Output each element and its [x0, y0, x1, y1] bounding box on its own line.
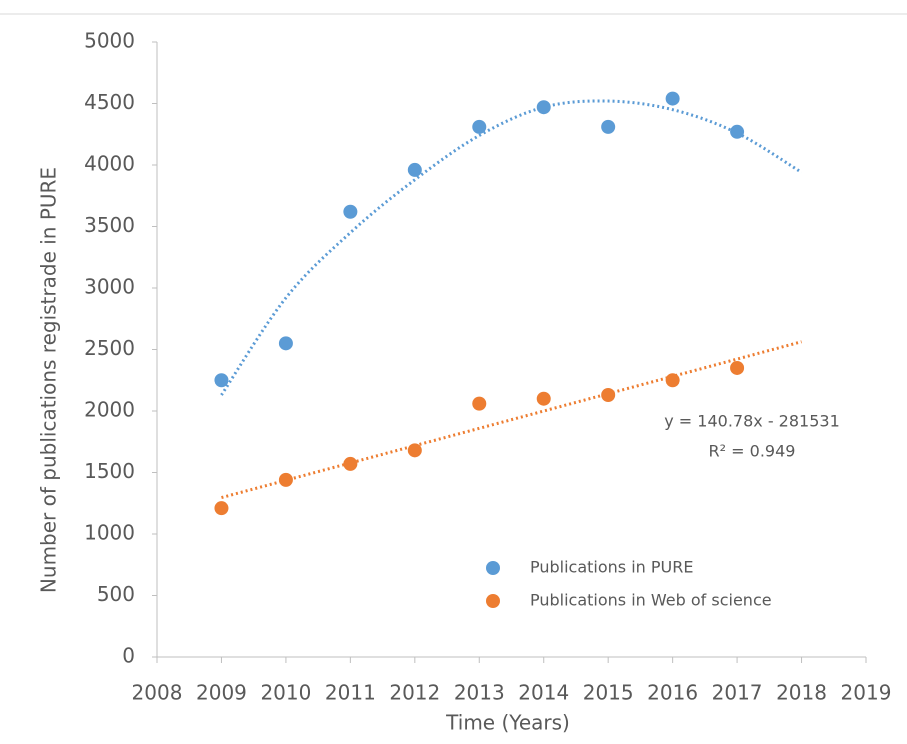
y-tick-label: 4500 — [84, 90, 135, 114]
data-point — [730, 360, 745, 375]
legend-label: Publications in PURE — [530, 558, 693, 577]
data-point — [536, 100, 551, 115]
x-tick-label: 2016 — [647, 681, 698, 705]
data-point — [730, 124, 745, 139]
x-tick-label: 2019 — [841, 681, 892, 705]
x-tick-label: 2015 — [583, 681, 634, 705]
y-tick-label: 1500 — [84, 459, 135, 483]
legend-label: Publications in Web of science — [530, 591, 772, 610]
data-point — [472, 396, 487, 411]
data-point — [601, 119, 616, 134]
x-tick-label: 2017 — [712, 681, 763, 705]
data-point — [601, 388, 616, 403]
data-point — [343, 456, 358, 471]
legend-marker — [486, 594, 500, 608]
legend-marker — [486, 561, 500, 575]
x-tick-label: 2013 — [454, 681, 505, 705]
x-tick-label: 2009 — [196, 681, 247, 705]
y-tick-label: 3500 — [84, 213, 135, 237]
trendline — [221, 340, 802, 500]
data-point — [278, 472, 293, 487]
x-tick-label: 2008 — [132, 681, 183, 705]
data-point — [536, 391, 551, 406]
trendline — [220, 99, 803, 396]
data-point — [214, 373, 229, 388]
y-tick-label: 0 — [122, 644, 135, 668]
x-tick-label: 2012 — [389, 681, 440, 705]
y-tick-label: 2000 — [84, 398, 135, 422]
data-point — [343, 204, 358, 219]
x-tick-label: 2018 — [776, 681, 827, 705]
trend-equation: y = 140.78x - 281531 — [664, 412, 840, 431]
data-point — [407, 443, 422, 458]
data-point — [214, 501, 229, 516]
data-point — [472, 119, 487, 134]
x-axis-title: Time (Years) — [445, 711, 570, 735]
y-axis-title: Number of publications registrade in PUR… — [37, 167, 61, 593]
y-tick-label: 4000 — [84, 152, 135, 176]
data-point — [278, 336, 293, 351]
data-point — [665, 91, 680, 106]
y-tick-label: 2500 — [84, 336, 135, 360]
data-point — [407, 162, 422, 177]
trend-r-squared: R² = 0.949 — [709, 442, 796, 461]
y-tick-label: 5000 — [84, 29, 135, 53]
y-tick-label: 500 — [97, 582, 135, 606]
data-point — [665, 373, 680, 388]
x-tick-label: 2014 — [518, 681, 569, 705]
y-tick-label: 1000 — [84, 521, 135, 545]
x-tick-label: 2010 — [260, 681, 311, 705]
x-tick-label: 2011 — [325, 681, 376, 705]
y-tick-label: 3000 — [84, 275, 135, 299]
